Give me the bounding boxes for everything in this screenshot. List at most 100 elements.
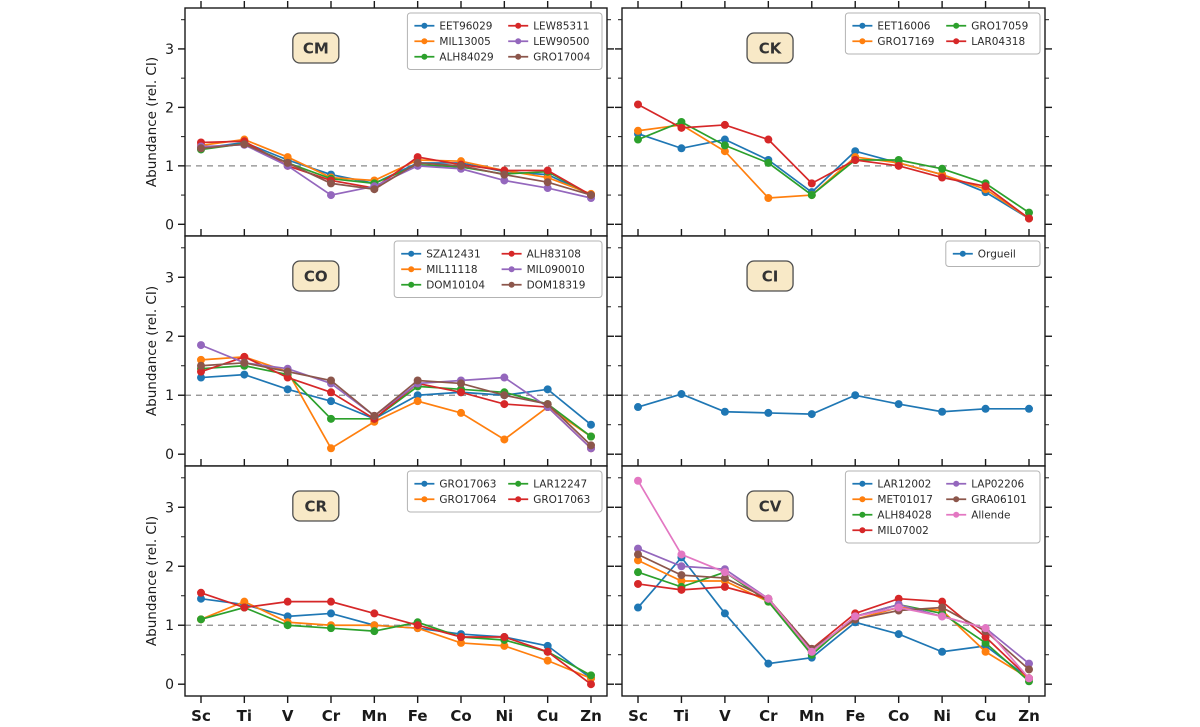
- data-point: [894, 594, 903, 603]
- y-tick-label: 3: [165, 500, 174, 516]
- series-line-GRO17063: [200, 591, 592, 685]
- legend-marker: [508, 250, 515, 257]
- data-point: [283, 373, 292, 382]
- legend-marker: [421, 53, 428, 60]
- data-point: [197, 373, 205, 382]
- data-point: [327, 388, 335, 397]
- series-line-GRO17004: [200, 143, 592, 196]
- data-point: [370, 621, 379, 630]
- data-point: [981, 638, 990, 647]
- panel-label-box: [746, 32, 794, 64]
- legend-marker: [859, 496, 866, 503]
- data-point: [327, 609, 335, 618]
- legend-marker: [959, 250, 966, 257]
- data-point: [327, 397, 335, 406]
- series-line-ALH84028: [637, 571, 1030, 682]
- data-point: [894, 161, 903, 170]
- panel-label: CI: [762, 268, 779, 286]
- data-point: [413, 621, 422, 630]
- data-point: [283, 367, 292, 376]
- legend-label: Orgueil: [978, 248, 1016, 260]
- panel-label-box: [292, 260, 340, 292]
- legend-marker: [421, 38, 428, 45]
- data-point: [720, 574, 729, 583]
- legend-marker: [953, 480, 960, 487]
- data-point: [851, 612, 860, 621]
- data-point: [587, 432, 595, 441]
- panel-CI: CI Orgueil: [615, 229, 1052, 473]
- data-point: [413, 397, 422, 406]
- legend-label: LAP02206: [971, 478, 1024, 490]
- data-point: [677, 144, 686, 153]
- data-point: [500, 435, 509, 444]
- legend-label: ALH84028: [877, 509, 931, 521]
- panel-CO: 0 1 2 3 Abundance (rel. CI) CO SZA12431 MIL1111…: [144, 229, 614, 473]
- series-line-Orgueil: [637, 393, 1029, 415]
- data-point: [634, 135, 642, 144]
- legend-label: GRO17063: [533, 494, 590, 506]
- data-point: [677, 550, 686, 559]
- legend-marker: [508, 266, 515, 273]
- data-point: [764, 158, 773, 167]
- data-point: [807, 647, 816, 656]
- legend-marker: [408, 281, 415, 288]
- data-point: [1025, 214, 1033, 223]
- x-tick-label: Cr: [759, 707, 778, 725]
- legend-label: DOM10104: [426, 279, 485, 291]
- x-tick-label: Fe: [408, 707, 428, 725]
- legend-marker: [508, 281, 515, 288]
- legend-label: GRA06101: [971, 494, 1027, 506]
- data-point: [543, 184, 552, 193]
- data-point: [457, 408, 465, 417]
- legend-label: LEW90500: [533, 36, 589, 48]
- data-point: [283, 621, 292, 630]
- data-point: [851, 156, 860, 164]
- legend-marker: [859, 527, 866, 534]
- series-line-Allende: [637, 480, 1030, 679]
- legend-marker: [953, 22, 960, 29]
- panel-border: [621, 465, 1046, 697]
- data-point: [500, 641, 509, 650]
- y-axis-label: Abundance (rel. CI): [144, 57, 160, 187]
- legend-label: LAR12247: [533, 478, 587, 490]
- y-tick-label: 2: [165, 329, 174, 345]
- data-point: [764, 594, 773, 603]
- data-point: [1025, 659, 1033, 668]
- legend-label: EET96029: [439, 20, 492, 32]
- y-tick-label: 2: [165, 559, 174, 575]
- panel-label-box: [292, 32, 340, 64]
- data-point: [634, 568, 642, 577]
- legend-marker: [515, 38, 522, 45]
- data-point: [807, 191, 816, 200]
- data-point: [543, 656, 552, 665]
- data-point: [677, 585, 686, 594]
- legend-marker: [408, 266, 415, 273]
- data-point: [283, 153, 292, 162]
- data-point: [370, 627, 379, 636]
- data-point: [457, 633, 465, 642]
- legend-label: MIL11118: [426, 264, 477, 276]
- data-point: [327, 179, 335, 188]
- y-tick-label: 0: [165, 677, 174, 693]
- data-point: [981, 633, 990, 642]
- data-point: [327, 414, 335, 423]
- data-point: [938, 597, 947, 606]
- legend-label: MIL07002: [877, 525, 928, 537]
- legend-label: LEW85311: [533, 20, 589, 32]
- data-point: [370, 411, 379, 420]
- data-point: [720, 582, 729, 591]
- data-point: [587, 441, 595, 450]
- series-line-DOM10104: [200, 364, 592, 438]
- legend-marker: [953, 38, 960, 45]
- data-point: [543, 647, 552, 656]
- x-tick-label: Zn: [580, 707, 602, 725]
- data-point: [197, 615, 205, 624]
- x-tick-label: Zn: [1018, 707, 1040, 725]
- data-point: [720, 147, 729, 156]
- x-tick-label: Co: [450, 707, 471, 725]
- panel-label: CO: [304, 268, 328, 286]
- data-point: [240, 140, 249, 149]
- y-axis-label: Abundance (rel. CI): [144, 286, 160, 416]
- data-point: [634, 100, 642, 109]
- legend-label: LAR12002: [877, 478, 931, 490]
